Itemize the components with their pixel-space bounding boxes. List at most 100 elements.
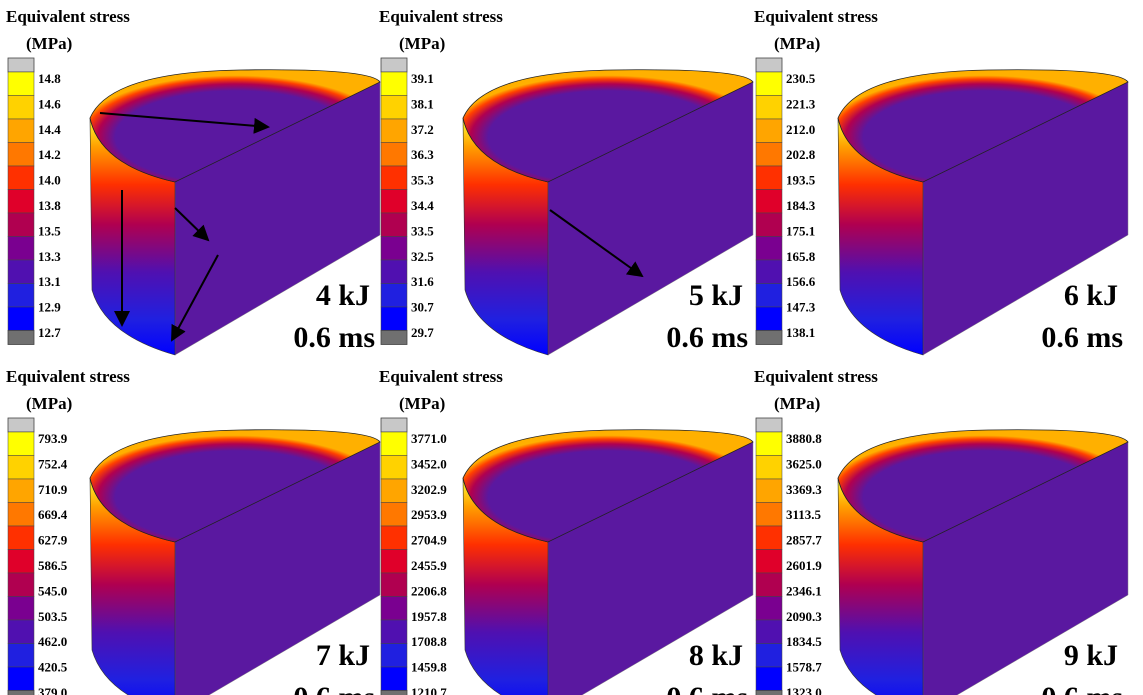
- scale-label: 14.0: [38, 173, 61, 188]
- scale-label: 1957.8: [411, 609, 447, 624]
- colorbar-cell: [7, 478, 35, 503]
- top-face: [837, 69, 1129, 183]
- colorbar-cell: [755, 502, 783, 527]
- scale-label: 3880.8: [786, 431, 822, 446]
- time-label: 0.6 ms: [1041, 321, 1123, 354]
- panel: Equivalent stress (MPa) 793.9 752.4 710.9 669…: [6, 367, 381, 695]
- colorbar-cell: [7, 189, 35, 214]
- unit-label: (MPa): [774, 34, 820, 53]
- scale-label: 710.9: [38, 482, 68, 497]
- colorbar-cell: [755, 236, 783, 261]
- scale-label: 221.3: [786, 96, 816, 111]
- colorbar-cell: [755, 431, 783, 456]
- colorbar-cell: [380, 525, 408, 550]
- scale-label: 586.5: [38, 558, 68, 573]
- scale-label: 34.4: [411, 198, 434, 213]
- colorbar-cell: [380, 666, 408, 691]
- colorbar-cell: [755, 71, 783, 96]
- colorbar-cap: [7, 417, 35, 433]
- top-face: [89, 69, 381, 183]
- colorbar-cell: [755, 259, 783, 284]
- colorbar-cap: [7, 690, 35, 695]
- colorbar-cell: [755, 142, 783, 167]
- scale-label: 13.1: [38, 274, 61, 289]
- colorbar-cell: [755, 118, 783, 143]
- unit-label: (MPa): [399, 34, 445, 53]
- scale-label: 379.0: [38, 685, 67, 695]
- colorbar-cell: [755, 95, 783, 120]
- scale-label: 545.0: [38, 583, 67, 598]
- colorbar-cell: [7, 619, 35, 644]
- colorbar-cell: [380, 259, 408, 284]
- scale-label: 3625.0: [786, 456, 822, 471]
- panel-title: Equivalent stress: [6, 367, 130, 386]
- scale-label: 14.8: [38, 71, 61, 86]
- scale-label: 12.7: [38, 325, 61, 340]
- unit-label: (MPa): [774, 394, 820, 413]
- scale-label: 39.1: [411, 71, 434, 86]
- panel: Equivalent stress (MPa) 14.8 14.6 14.4 14.2 14…: [6, 7, 381, 356]
- scale-label: 1210.7: [411, 685, 447, 695]
- colorbar-cell: [755, 619, 783, 644]
- colorbar-cell: [7, 283, 35, 308]
- colorbar-cap: [755, 417, 783, 433]
- colorbar-cell: [7, 118, 35, 143]
- energy-label: 4 kJ: [316, 279, 370, 312]
- colorbar-cell: [380, 643, 408, 668]
- scale-label: 230.5: [786, 71, 816, 86]
- colorbar-cell: [755, 643, 783, 668]
- scale-label: 2704.9: [411, 533, 447, 548]
- colorbar-cell: [380, 619, 408, 644]
- colorbar-cell: [7, 502, 35, 527]
- scale-label: 31.6: [411, 274, 434, 289]
- panel-title: Equivalent stress: [379, 7, 503, 26]
- colorbar-cell: [380, 236, 408, 261]
- panel: Equivalent stress (MPa) 39.1 38.1 37.2 36.3 35…: [379, 7, 754, 356]
- arrow: [171, 254, 219, 342]
- energy-label: 7 kJ: [316, 639, 370, 672]
- scale-label: 3113.5: [786, 507, 822, 522]
- scale-label: 32.5: [411, 249, 434, 264]
- scale-label: 184.3: [786, 198, 816, 213]
- scale-label: 2206.8: [411, 583, 447, 598]
- colorbar-cell: [7, 142, 35, 167]
- scale-label: 503.5: [38, 609, 68, 624]
- scale-label: 752.4: [38, 456, 68, 471]
- colorbar-cell: [380, 306, 408, 331]
- colorbar-cell: [7, 306, 35, 331]
- scale-label: 37.2: [411, 122, 434, 137]
- colorbar-cell: [755, 455, 783, 480]
- colorbar-cap: [755, 57, 783, 73]
- scale-label: 13.3: [38, 249, 61, 264]
- scale-label: 2346.1: [786, 583, 822, 598]
- time-label: 0.6 ms: [666, 681, 748, 695]
- panel: Equivalent stress (MPa) 230.5 221.3 212.0 202…: [754, 7, 1129, 356]
- colorbar-cell: [380, 189, 408, 214]
- top-face: [462, 69, 754, 183]
- scale-label: 1708.8: [411, 634, 447, 649]
- unit-label: (MPa): [26, 34, 72, 53]
- colorbar-cell: [380, 118, 408, 143]
- colorbar-cell: [7, 259, 35, 284]
- scale-label: 2090.3: [786, 609, 822, 624]
- scale-label: 1834.5: [786, 634, 822, 649]
- panel: Equivalent stress (MPa) 3771.0 3452.0 3202.9…: [379, 367, 754, 695]
- colorbar-cell: [380, 95, 408, 120]
- colorbar-cap: [380, 330, 408, 345]
- energy-label: 9 kJ: [1064, 639, 1118, 672]
- scale-label: 627.9: [38, 533, 68, 548]
- scale-label: 793.9: [38, 431, 68, 446]
- colorbar-cell: [7, 212, 35, 237]
- colorbar-cell: [7, 236, 35, 261]
- time-label: 0.6 ms: [293, 321, 375, 354]
- scale-label: 212.0: [786, 122, 815, 137]
- colorbar-cell: [755, 189, 783, 214]
- colorbar-cell: [755, 306, 783, 331]
- colorbar-cell: [7, 525, 35, 550]
- colorbar-cell: [755, 478, 783, 503]
- scale-label: 2857.7: [786, 533, 822, 548]
- colorbar-cell: [7, 95, 35, 120]
- scale-label: 2601.9: [786, 558, 822, 573]
- colorbar-cell: [380, 478, 408, 503]
- time-label: 0.6 ms: [1041, 681, 1123, 695]
